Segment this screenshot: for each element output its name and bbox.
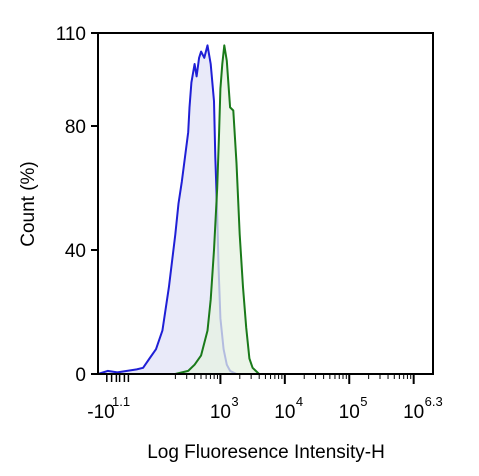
x-tick-label-exponent: 5	[360, 394, 367, 409]
x-axis-title: Log Fluoresence Intensity-H	[147, 442, 385, 463]
x-tick-label-exponent: 6.3	[425, 394, 443, 409]
plot-area	[98, 33, 433, 374]
series-layer	[97, 44, 272, 375]
x-tick-label-base: 10	[403, 402, 424, 423]
x-tick-label: -101.1	[87, 394, 130, 423]
series-2-area	[175, 45, 272, 375]
x-tick-label: 106.3	[403, 394, 443, 423]
series-2-line	[175, 44, 272, 375]
x-tick-label-exponent: 4	[296, 394, 303, 409]
y-tick-label: 0	[75, 365, 86, 386]
y-tick-label: 80	[65, 117, 86, 138]
x-tick-label-base: 10	[210, 402, 231, 423]
x-tick-label-exponent: 3	[231, 394, 238, 409]
x-tick-label: 103	[210, 394, 239, 423]
x-tick-label: 105	[339, 394, 368, 423]
y-axis-title: Count (%)	[18, 161, 39, 247]
x-tick-label-exponent: 1.1	[112, 394, 130, 409]
x-tick-label: 104	[274, 394, 303, 423]
x-minor-ticks	[106, 374, 415, 384]
x-tick-label-base: 10	[274, 402, 295, 423]
y-tick-label: 40	[65, 241, 86, 262]
x-tick-label-base: 10	[339, 402, 360, 423]
y-tick-label: 110	[56, 24, 86, 45]
x-tick-label-base: -10	[87, 402, 114, 423]
y-axis-ticks: 0 40 80 110	[56, 24, 98, 386]
series-1-area	[98, 45, 247, 375]
